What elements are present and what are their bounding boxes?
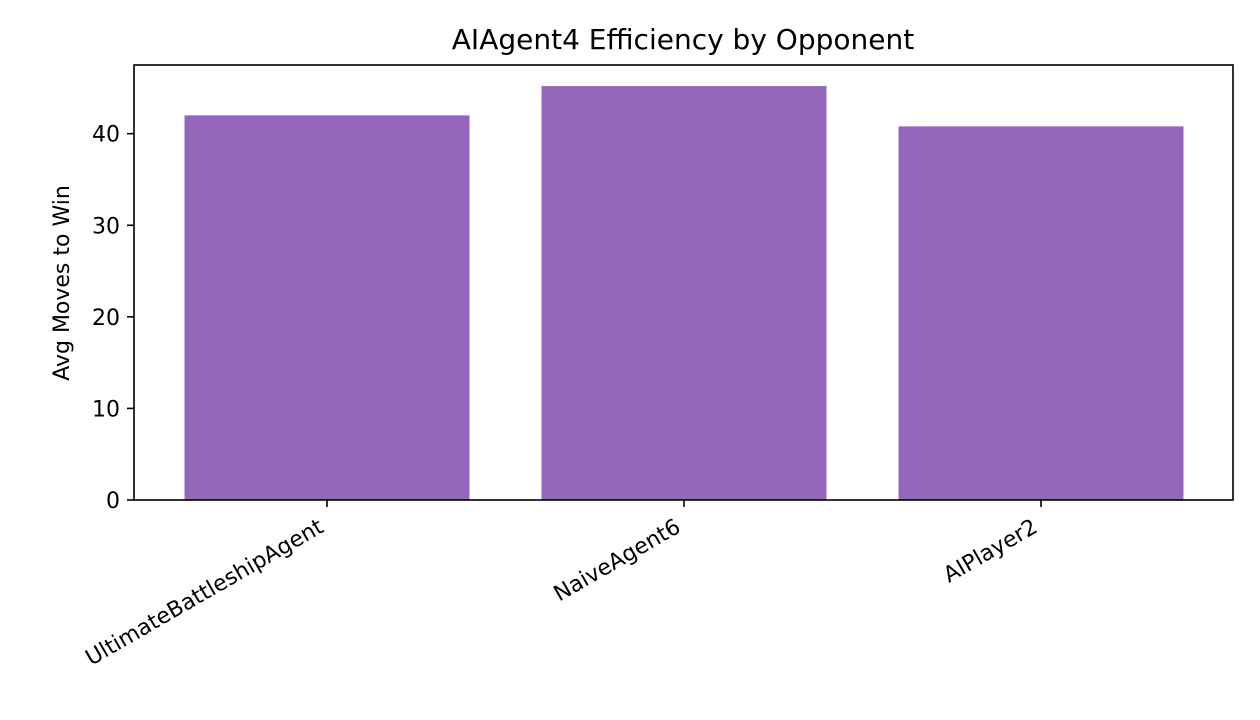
bar-naiveagent6 <box>541 86 827 500</box>
y-tick-label: 10 <box>92 397 120 422</box>
y-axis-ticks: 0 10 20 30 40 <box>92 123 134 514</box>
bars-layer <box>184 86 1184 501</box>
y-tick-label: 0 <box>106 489 120 514</box>
x-axis-ticks: UltimateBattleshipAgent NaiveAgent6 AIPlay… <box>82 500 1042 671</box>
chart-title: AIAgent4 Efficiency by Opponent <box>452 23 914 56</box>
y-tick-label: 40 <box>92 123 120 148</box>
y-tick-label: 20 <box>92 306 120 331</box>
x-tick-label: AIPlayer2 <box>939 515 1042 589</box>
bar-ultimatebattleshipagent <box>184 115 470 501</box>
x-tick-label: NaiveAgent6 <box>550 515 685 608</box>
y-tick-label: 30 <box>92 214 120 239</box>
x-tick-label: UltimateBattleshipAgent <box>82 514 329 671</box>
bar-aiplayer2 <box>898 126 1184 500</box>
plot-frame <box>133 64 1234 501</box>
y-axis-label: Avg Moves to Win <box>50 185 75 381</box>
